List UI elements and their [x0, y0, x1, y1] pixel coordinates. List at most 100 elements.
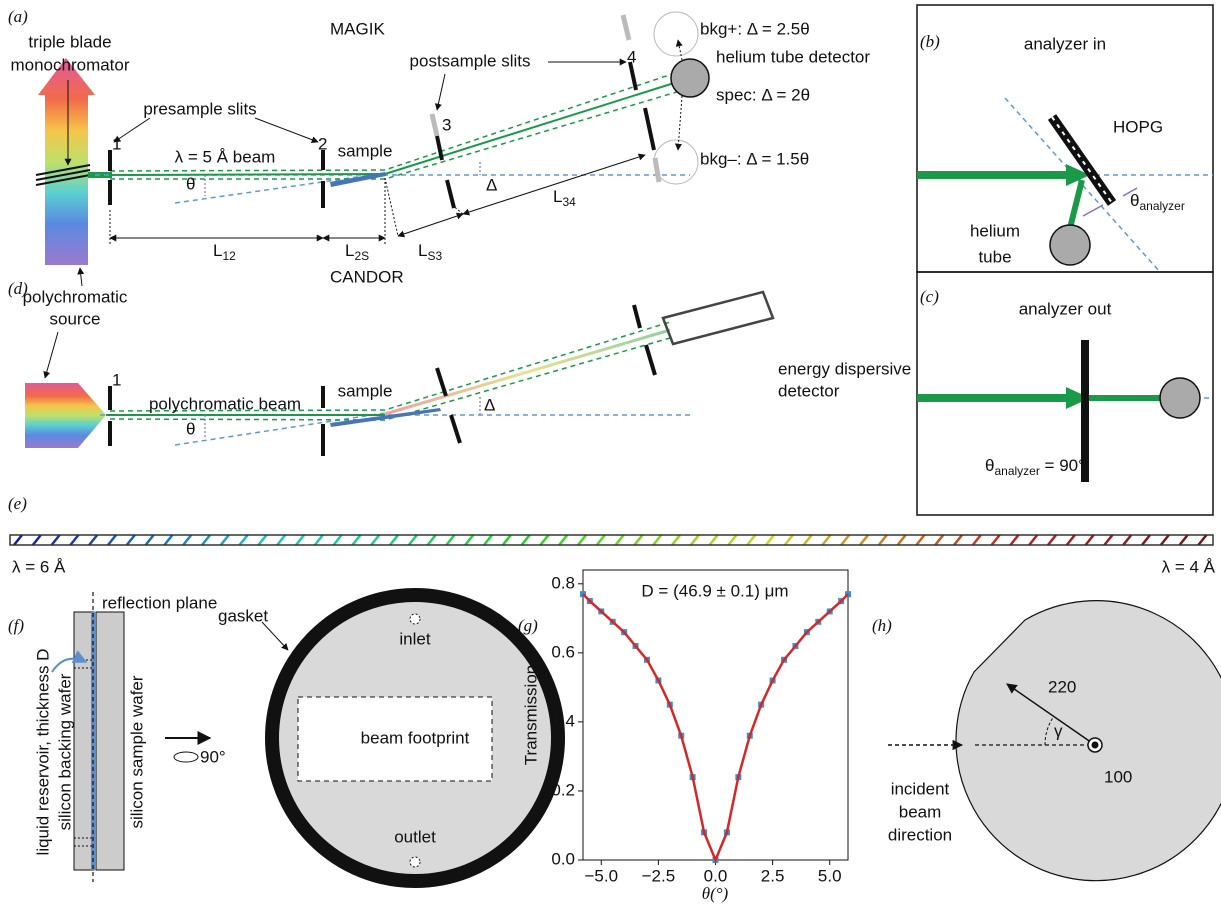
wavelength-stripe — [315, 535, 323, 545]
wavelength-stripe — [1180, 535, 1188, 545]
label: beam footprint — [361, 728, 470, 747]
label: helium tube detector — [716, 47, 870, 66]
wavelength-stripe — [597, 535, 605, 545]
label: polychromatic beam — [149, 394, 301, 413]
wavelength-stripe — [277, 535, 285, 545]
label: helium — [970, 221, 1020, 240]
label: λ = 4 Å — [1162, 557, 1216, 576]
label: 220 — [1048, 677, 1076, 696]
wavelength-stripe — [503, 535, 511, 545]
wavelength-stripe — [578, 535, 586, 545]
slit — [432, 114, 437, 136]
slit-number: 3 — [442, 115, 451, 134]
symbol: θ — [985, 456, 994, 475]
label: inlet — [399, 629, 430, 648]
wavelength-stripe — [70, 535, 78, 545]
wavelength-stripe — [1142, 535, 1150, 545]
sample-plane — [175, 173, 385, 203]
wavelength-stripe — [1029, 535, 1037, 545]
panel-label: (a) — [8, 7, 28, 26]
panel-label: (h) — [872, 616, 892, 635]
label: Δ — [486, 175, 497, 194]
label: reflection plane — [102, 593, 217, 612]
x-tick-label: 5.0 — [818, 866, 842, 885]
label: bkg+: Δ = 2.5θ — [700, 19, 810, 38]
wavelength-stripe — [465, 535, 473, 545]
wavelength-stripe — [653, 535, 661, 545]
label: θ — [186, 174, 195, 193]
slit-number: 2 — [318, 134, 327, 153]
beam — [385, 78, 690, 174]
wavelength-stripe — [616, 535, 624, 545]
wavelength-stripe — [860, 535, 868, 545]
label: detector — [778, 381, 840, 400]
figure: (a)(b)(c)(d)(e)(f)(g)(h)MAGIKtriple blad… — [0, 0, 1221, 907]
panel-label: (f) — [8, 616, 24, 635]
slit — [623, 15, 629, 40]
subscript: S3 — [427, 249, 442, 263]
panel-label: (c) — [920, 287, 939, 306]
detector — [671, 59, 709, 97]
angle-label: θanalyzer = 90° — [985, 456, 1085, 478]
wavelength-stripe — [785, 535, 793, 545]
slit-number: 1 — [112, 134, 121, 153]
slit-number: 1 — [112, 370, 121, 389]
subscript: analyzer — [1139, 199, 1184, 213]
wavelength-stripe — [127, 535, 135, 545]
slit-number: 4 — [627, 47, 636, 66]
label: analyzer out — [1019, 299, 1112, 318]
pointer — [255, 118, 318, 142]
x-axis-label: θ(°) — [702, 884, 729, 903]
wavelength-stripe — [540, 535, 548, 545]
distance-label: LS3 — [418, 241, 442, 263]
wavelength-stripe — [428, 535, 436, 545]
wavelength-stripe — [258, 535, 266, 545]
label: liquid reservoir, thickness D — [33, 649, 52, 856]
wavelength-stripe — [766, 535, 774, 545]
wavelength-stripe — [334, 535, 342, 545]
label: postsample slits — [410, 51, 531, 70]
wavelength-stripe — [691, 535, 699, 545]
label: spec: Δ = 2θ — [716, 85, 810, 104]
wavelength-stripe — [240, 535, 248, 545]
beam — [110, 174, 385, 175]
label: silicon sample wafer — [127, 675, 146, 828]
angle-label: θanalyzer — [1130, 191, 1185, 213]
wavelength-stripe — [898, 535, 906, 545]
pointer — [262, 622, 288, 650]
wavelength-stripe — [202, 535, 210, 545]
detector — [663, 292, 773, 344]
port — [410, 614, 420, 624]
symbol: L — [213, 241, 222, 260]
wavelength-stripe — [1123, 535, 1131, 545]
label: direction — [888, 825, 952, 844]
symbol: L — [553, 187, 562, 206]
wavelength-stripe — [409, 535, 417, 545]
label: incident — [891, 779, 950, 798]
label: energy dispersive — [778, 359, 911, 378]
wavelength-stripe — [221, 535, 229, 545]
label: beam — [899, 802, 942, 821]
wavelength-stripe — [52, 535, 60, 545]
symbol: θ — [1130, 191, 1139, 210]
detector — [1050, 225, 1090, 265]
y-axis-label: Transmission — [521, 665, 540, 765]
label: triple blade — [28, 32, 111, 51]
x-tick-label: 0.0 — [704, 866, 728, 885]
wavelength-stripe — [352, 535, 360, 545]
label: MAGIK — [330, 19, 385, 38]
wavelength-stripe — [992, 535, 1000, 545]
hole — [1092, 742, 1099, 749]
wavelength-stripe — [1048, 535, 1056, 545]
y-tick-label: 0.4 — [551, 711, 575, 730]
wavelength-stripe — [841, 535, 849, 545]
wavelength-stripe — [484, 535, 492, 545]
wavelength-stripe — [804, 535, 812, 545]
distance-label: L2S — [345, 241, 369, 263]
x-tick-label: −2.5 — [642, 866, 676, 885]
wavelength-stripe — [728, 535, 736, 545]
wavelength-stripe — [672, 535, 680, 545]
wavelength-stripe — [1067, 535, 1075, 545]
label: polychromatic — [23, 287, 128, 306]
pointer — [80, 268, 82, 286]
